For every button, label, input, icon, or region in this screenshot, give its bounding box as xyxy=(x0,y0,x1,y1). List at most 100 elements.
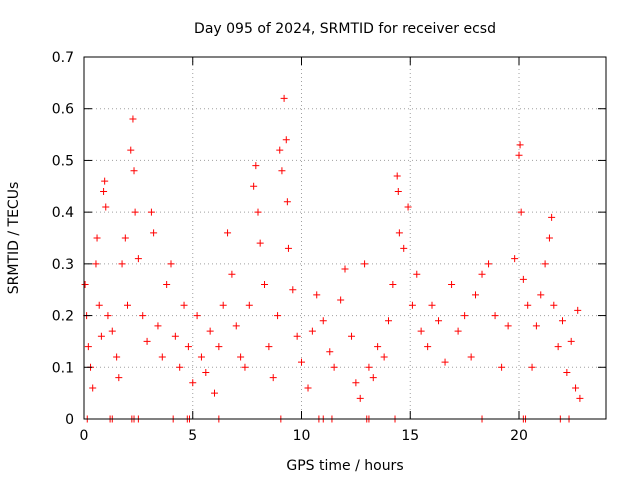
data-point xyxy=(413,270,421,278)
data-point xyxy=(163,281,171,289)
x-tick-label: 5 xyxy=(188,428,197,444)
data-point xyxy=(417,327,425,335)
data-point xyxy=(341,265,349,273)
data-point xyxy=(121,234,129,242)
data-point xyxy=(101,177,109,185)
data-point xyxy=(435,317,443,325)
data-point xyxy=(158,353,166,361)
data-point xyxy=(245,301,253,309)
data-point xyxy=(147,208,155,216)
data-point xyxy=(211,389,218,397)
chart-title: Day 095 of 2024, SRMTID for receiver ecs… xyxy=(194,21,496,37)
data-point xyxy=(202,368,210,376)
data-point xyxy=(504,322,512,330)
data-point xyxy=(326,348,334,356)
data-point xyxy=(139,312,147,320)
data-point xyxy=(352,379,360,387)
data-point xyxy=(89,384,97,392)
data-point xyxy=(252,162,260,170)
data-point xyxy=(576,394,584,402)
data-point xyxy=(524,301,532,309)
data-point xyxy=(254,208,262,216)
y-tick-label: 0 xyxy=(65,412,74,428)
x-tick-label: 15 xyxy=(401,428,419,444)
data-point xyxy=(516,141,524,149)
data-point xyxy=(308,327,316,335)
data-point xyxy=(313,291,321,299)
data-point xyxy=(228,270,236,278)
data-points xyxy=(81,94,584,423)
data-point xyxy=(189,379,197,387)
data-point xyxy=(134,255,142,263)
data-point xyxy=(389,281,397,289)
data-point xyxy=(361,260,369,268)
data-point xyxy=(261,281,269,289)
y-tick-label: 0.7 xyxy=(52,50,74,66)
data-point xyxy=(256,239,264,247)
data-point xyxy=(224,229,232,237)
data-point xyxy=(81,281,89,289)
data-point xyxy=(563,368,571,376)
x-tick-label: 0 xyxy=(80,428,89,444)
data-point xyxy=(92,260,100,268)
data-point xyxy=(515,151,523,159)
data-point xyxy=(84,343,92,351)
data-point xyxy=(197,353,205,361)
data-point xyxy=(276,146,284,154)
data-point xyxy=(180,301,188,309)
data-point xyxy=(545,234,553,242)
data-point xyxy=(95,301,103,309)
data-point xyxy=(330,363,338,371)
data-point xyxy=(293,332,301,340)
data-point xyxy=(250,182,258,190)
data-point xyxy=(448,281,456,289)
data-point xyxy=(127,146,135,154)
data-point xyxy=(467,353,475,361)
data-point xyxy=(478,270,486,278)
data-point xyxy=(104,312,112,320)
data-point xyxy=(537,291,545,299)
x-tick-label: 10 xyxy=(293,428,311,444)
data-point xyxy=(394,187,402,195)
data-point xyxy=(131,208,139,216)
x-axis-label: GPS time / hours xyxy=(286,458,403,474)
data-point xyxy=(337,296,345,304)
data-point xyxy=(215,343,223,351)
x-tick-label: 20 xyxy=(510,428,528,444)
data-point xyxy=(491,312,499,320)
data-point xyxy=(129,115,137,123)
data-point xyxy=(548,213,556,221)
y-tick-label: 0.5 xyxy=(52,153,74,169)
data-point xyxy=(102,203,110,211)
y-tick-label: 0.6 xyxy=(52,102,74,118)
data-point xyxy=(97,332,105,340)
data-point xyxy=(241,363,249,371)
data-point xyxy=(269,374,277,382)
data-point xyxy=(118,260,126,268)
data-point xyxy=(511,255,519,263)
data-point xyxy=(184,343,192,351)
data-point xyxy=(365,363,373,371)
data-point xyxy=(356,394,364,402)
data-point xyxy=(567,337,575,345)
data-point xyxy=(319,317,327,325)
data-point xyxy=(171,332,179,340)
data-point xyxy=(404,203,412,211)
data-point xyxy=(572,384,580,392)
data-point xyxy=(274,312,282,320)
y-tick-label: 0.2 xyxy=(52,309,74,325)
data-point xyxy=(176,363,184,371)
data-point xyxy=(143,337,151,345)
data-point xyxy=(93,234,101,242)
data-point xyxy=(237,353,245,361)
data-point xyxy=(154,322,162,330)
data-point xyxy=(374,343,382,351)
data-point xyxy=(100,187,108,195)
data-point xyxy=(498,363,506,371)
data-point xyxy=(278,167,286,175)
data-point xyxy=(115,374,123,382)
data-point xyxy=(348,332,356,340)
data-point xyxy=(541,260,549,268)
data-point xyxy=(485,260,493,268)
